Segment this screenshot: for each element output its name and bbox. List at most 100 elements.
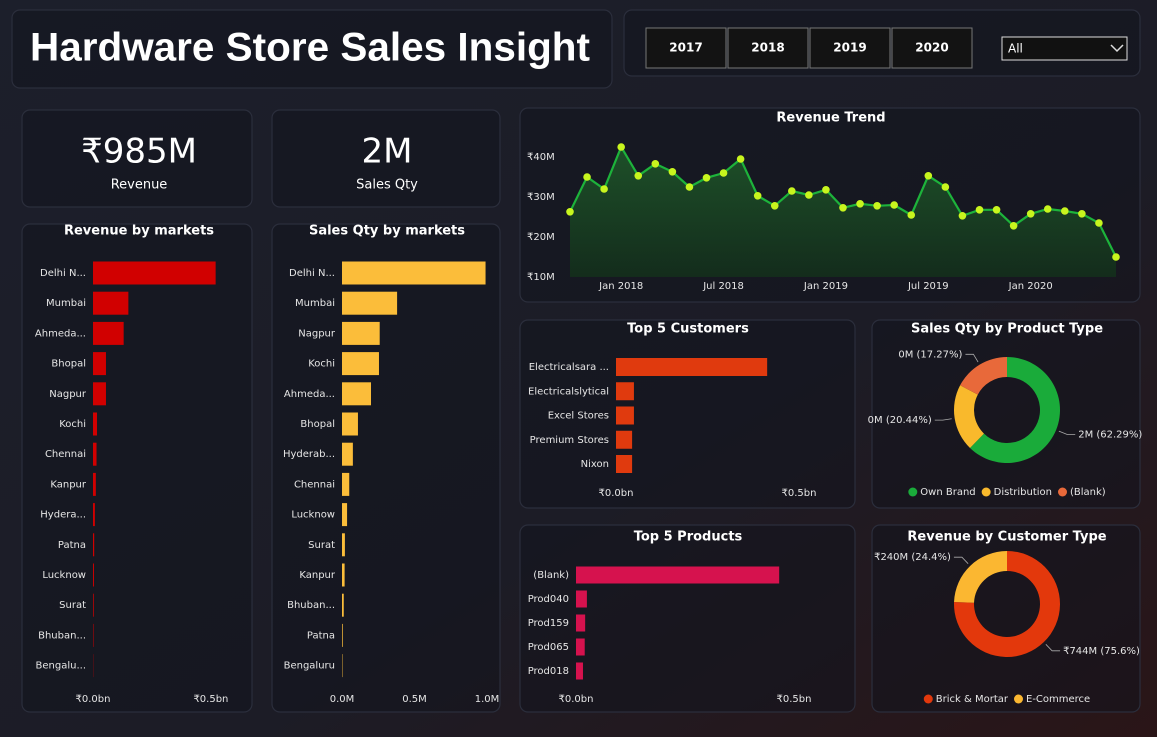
bar [576, 662, 583, 680]
bar [342, 442, 353, 466]
bar [342, 261, 486, 285]
category-label: Delhi N... [40, 268, 86, 279]
category-label: Electricalsara ... [529, 362, 609, 373]
category-label: Kochi [308, 359, 335, 370]
y-tick-label: ₹30M [527, 192, 555, 203]
chart-panel [871, 524, 1141, 713]
bar [93, 593, 94, 617]
chart-title: Sales Qty by Product Type [911, 322, 1103, 337]
x-tick-label: Jul 2018 [702, 281, 744, 292]
category-label: Lucknow [42, 570, 86, 581]
x-tick-label: Jan 2020 [1008, 281, 1053, 292]
data-point [566, 208, 574, 216]
category-label: Bengaluru [284, 661, 335, 672]
data-point [1043, 205, 1052, 213]
year-label[interactable]: 2017 [669, 41, 702, 55]
donut-slice [970, 357, 1060, 464]
year-button[interactable] [809, 27, 891, 69]
data-point [1009, 222, 1018, 230]
category-label: Hyderab... [283, 449, 335, 460]
bar [342, 503, 348, 527]
bar [616, 358, 768, 376]
x-tick-label: 0.0M [330, 694, 355, 705]
year-label[interactable]: 2019 [833, 41, 866, 55]
year-button[interactable] [891, 27, 973, 69]
data-point [839, 204, 847, 212]
bar [93, 261, 216, 285]
category-label: Prod065 [528, 642, 569, 653]
bar [342, 593, 344, 617]
x-tick-label: Jul 2019 [907, 281, 949, 292]
category-label: Nixon [581, 459, 609, 470]
bar [93, 321, 124, 345]
bar [342, 352, 379, 376]
bar [342, 321, 380, 345]
category-label: Delhi N... [289, 268, 335, 279]
data-point [1026, 210, 1035, 218]
data-point [651, 160, 660, 168]
legend-marker [1058, 487, 1067, 497]
kpi-label: Revenue [111, 178, 168, 193]
category-label: Prod018 [528, 666, 569, 677]
category-label: Bhopal [51, 359, 86, 370]
chart-title: Top 5 Customers [627, 322, 749, 337]
dropdown-arrow[interactable] [1110, 44, 1124, 53]
kpi-card [21, 109, 253, 208]
category-label: Bhuban... [38, 630, 86, 641]
data-point [822, 186, 830, 194]
bar [576, 590, 587, 608]
data-label: 0M (20.44%) [868, 415, 932, 426]
dropdown[interactable] [1001, 36, 1128, 61]
data-point [941, 183, 950, 191]
x-tick-label: Jan 2019 [803, 281, 848, 292]
kpi-label: Sales Qty [356, 178, 418, 193]
chart-panel [271, 223, 501, 713]
dropdown-value[interactable]: All [1008, 42, 1023, 56]
data-point [975, 206, 984, 214]
year-label[interactable]: 2020 [915, 41, 948, 55]
x-tick-label: 0.5M [402, 694, 427, 705]
category-label: Mumbai [46, 298, 86, 309]
year-label[interactable]: 2018 [751, 41, 784, 55]
legend-label: Brick & Mortar [936, 694, 1009, 705]
bar [93, 563, 94, 587]
year-button[interactable] [727, 27, 809, 69]
bar [576, 638, 585, 656]
y-tick-label: ₹10M [527, 272, 555, 283]
chart-title: Revenue Trend [776, 111, 885, 126]
bar [342, 472, 350, 496]
dashboard-title: Hardware Store Sales Insight [30, 26, 590, 70]
category-label: Kanpur [299, 570, 336, 581]
x-tick-label: ₹0.5bn [777, 694, 812, 705]
data-point [685, 183, 694, 191]
category-label: Bhopal [300, 419, 335, 430]
category-label: Prod159 [528, 618, 569, 629]
category-label: Chennai [45, 449, 86, 460]
category-label: Mumbai [295, 298, 335, 309]
category-label: Kanpur [50, 479, 87, 490]
bar [616, 382, 634, 401]
bar [576, 566, 780, 584]
x-tick-label: ₹0.0bn [599, 488, 634, 499]
year-button[interactable] [645, 27, 727, 69]
y-tick-label: ₹20M [527, 232, 555, 243]
data-point [907, 211, 916, 219]
kpi-value: 2M [362, 132, 413, 172]
bar [93, 442, 97, 466]
category-label: Kochi [59, 419, 86, 430]
data-point [873, 202, 881, 210]
category-label: Lucknow [291, 510, 335, 521]
chart-title: Top 5 Products [634, 530, 743, 545]
data-label: 2M (62.29%) [1078, 429, 1142, 440]
category-label: (Blank) [533, 570, 569, 581]
bar [616, 455, 633, 473]
data-point [719, 169, 728, 177]
donut-slice [954, 551, 1061, 658]
data-point [992, 206, 1001, 214]
data-point [1095, 219, 1103, 227]
data-point [668, 168, 677, 176]
bar [93, 291, 129, 315]
category-label: Excel Stores [548, 411, 609, 422]
kpi-value: ₹985M [81, 132, 197, 172]
